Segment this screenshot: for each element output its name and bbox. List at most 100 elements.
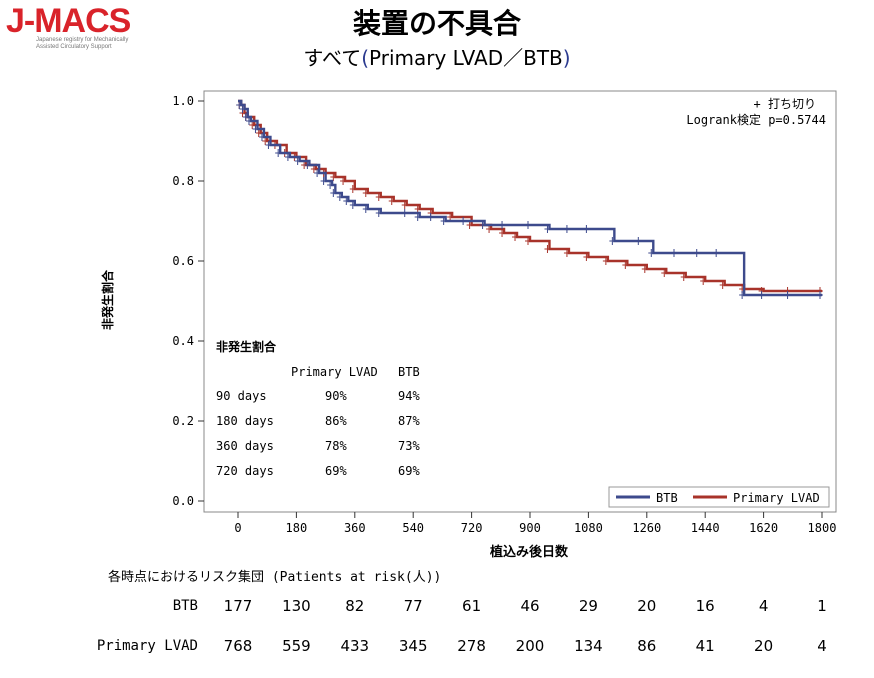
censor-mark [245,117,252,125]
censor-mark [739,291,746,299]
subtitle-paren-open: ( [361,46,370,70]
legend-primary-label: Primary LVAD [733,491,820,505]
x-tick-label: 540 [402,521,424,535]
x-tick-label: 1440 [691,521,720,535]
censor-mark [330,173,337,181]
inset-row-day: 720 days [216,464,274,478]
inset-col-primary: Primary LVAD [291,365,378,379]
censor-mark [330,189,337,197]
y-tick-label: 0.6 [172,254,194,268]
censor-mark [758,291,765,299]
censor-mark [609,237,616,245]
censor-mark [525,221,531,229]
risk-count: 278 [457,637,486,655]
censor-mark [440,217,447,225]
plot-frame [203,90,837,513]
censor-mark [693,249,700,257]
y-axis-label: 非発生割合 [100,269,115,330]
censor-mark [460,217,467,225]
legend: BTB Primary LVAD [608,486,830,508]
censor-mark [700,277,707,285]
risk-row-label: BTB [172,598,198,614]
x-tick-label: 1080 [574,521,603,535]
censor-mark [340,177,347,185]
series-line-btb [238,99,822,297]
censor-mark [414,213,421,221]
risk-count: 1 [817,597,827,615]
censor-mark [265,141,272,149]
x-tick-label: 180 [286,521,308,535]
subtitle-inner: Primary LVAD／BTB [369,46,563,70]
censor-mark [499,221,506,229]
inset-row-btb: 73% [398,439,420,453]
censor-mark [525,237,531,245]
inset-row-btb: 69% [398,464,420,478]
subtitle-paren-close: ) [562,46,571,70]
censor-mark [239,105,246,113]
risk-count: 82 [345,597,365,615]
censor-mark [275,149,282,157]
censor-mark [258,133,265,141]
censor-mark [583,253,590,261]
censor-mark [336,193,343,201]
y-tick-label: 0.0 [172,494,194,508]
y-tick-label: 0.2 [172,414,194,428]
censor-mark [343,197,350,205]
x-tick-label: 1800 [808,521,837,535]
censor-mark [427,213,434,221]
risk-count: 77 [403,597,423,615]
inset-row-btb: 94% [398,389,420,403]
risk-count: 20 [754,637,774,655]
risk-count: 46 [520,597,540,615]
risk-count: 4 [817,637,827,655]
censor-mark [310,165,317,173]
censor-mark [661,269,668,277]
inset-table-title: 非発生割合 [216,339,277,354]
risk-count: 16 [695,597,715,615]
risk-count: 433 [340,637,370,655]
censor-mark [349,201,356,209]
risk-row-label: Primary LVAD [96,638,198,654]
censor-mark [563,225,570,233]
y-tick-label: 0.4 [172,334,194,348]
page-title: 装置の不具合 [352,7,521,40]
censor-mark [249,121,256,129]
logrank-annotation: Logrank検定 p=0.5744 [686,112,826,127]
risk-count: 4 [758,597,769,615]
x-tick-label: 360 [344,521,366,535]
censor-mark [401,201,408,209]
subtitle-prefix: すべて [303,46,362,70]
risk-count: 177 [223,597,253,615]
inset-row-btb: 87% [398,414,420,428]
censor-mark [327,181,334,189]
inset-row-day: 180 days [216,414,274,428]
risk-count: 20 [637,597,657,615]
censor-mark [817,291,823,299]
risk-count: 200 [515,637,545,655]
censor-mark [602,257,609,265]
censor-mark [284,153,291,161]
x-tick-label: 1260 [632,521,661,535]
censor-mark [304,161,311,169]
censor-mark [680,273,687,281]
censor-mark [362,205,369,213]
inset-row-day: 90 days [216,389,267,403]
censor-mark [320,177,327,185]
logo-sub-line2: Assisted Circulatory Support [36,44,112,50]
inset-row-primary: 90% [325,389,347,403]
y-tick-label: 0.8 [172,174,194,188]
inset-row-primary: 86% [325,414,347,428]
logo-text: J-MACS [6,2,131,40]
censor-mark [236,101,243,109]
legend-btb-label: BTB [656,491,678,505]
risk-count: 86 [637,637,657,655]
censor-mark [641,265,648,273]
inset-row-primary: 69% [325,464,347,478]
censor-mark [499,229,506,237]
risk-count: 134 [574,637,603,655]
inset-col-btb: BTB [398,365,420,379]
risk-count: 61 [462,597,482,615]
inset-row-day: 360 days [216,439,274,453]
page-subtitle: すべて(Primary LVAD／BTB) [0,42,874,71]
